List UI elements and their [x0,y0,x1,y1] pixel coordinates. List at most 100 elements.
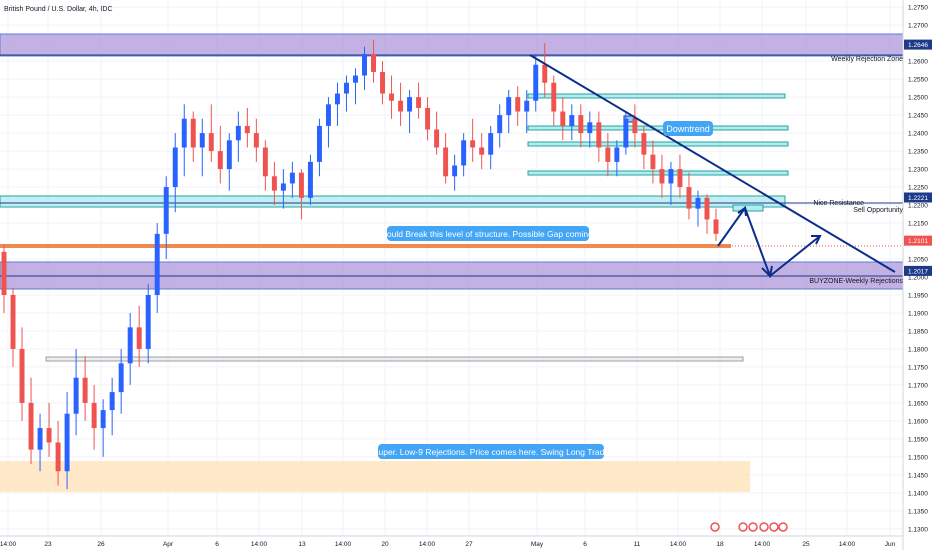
candle-body[interactable] [100,410,106,429]
candle-body[interactable] [235,125,241,141]
candle-body[interactable] [325,104,331,126]
candle-body[interactable] [497,115,503,134]
candle-body[interactable] [91,402,97,429]
candle-body[interactable] [506,97,512,116]
sell-opportunity-box[interactable] [732,204,764,212]
candle-body[interactable] [614,147,620,162]
price-tag[interactable] [904,39,932,50]
candle-body[interactable] [605,147,611,162]
candle-body[interactable] [686,187,692,209]
candle-body[interactable] [19,348,25,403]
candle-body[interactable] [398,100,404,112]
weekly-rejection-zone[interactable] [0,33,904,57]
candle-body[interactable] [37,428,43,450]
candle-body[interactable] [380,71,386,94]
event-icon[interactable] [759,522,769,532]
candle-body[interactable] [73,377,79,414]
candle-body[interactable] [244,125,250,134]
event-icon[interactable] [738,522,748,532]
price-tag[interactable] [904,235,932,246]
candle-body[interactable] [82,377,88,403]
candle-body[interactable] [28,402,34,450]
time-axis[interactable]: 14:00 23 26 Apr 6 14:00 13 14:00 20 14:00 27 May 6 11… [0,535,903,548]
candle-body[interactable] [479,147,485,155]
candle-body[interactable] [371,53,376,72]
grey-level[interactable] [45,356,744,362]
candle-body[interactable] [109,392,115,411]
downtrend-callout[interactable] [663,121,713,136]
candle-body[interactable] [713,219,719,234]
candle-body[interactable] [533,64,539,101]
candle-body[interactable] [316,125,322,162]
candle-body[interactable] [172,147,178,188]
candle-body[interactable] [623,118,629,148]
candle-body[interactable] [704,197,710,220]
candle-body[interactable] [208,133,214,152]
candle-body[interactable] [641,133,647,155]
candle-body[interactable] [298,172,304,198]
candle-body[interactable] [199,133,205,148]
candle-body[interactable] [668,169,674,184]
candle-body[interactable] [118,363,124,393]
candle-body[interactable] [353,75,358,83]
candle-body[interactable] [181,118,187,148]
candle-body[interactable] [226,140,232,170]
candle-body[interactable] [362,53,367,76]
candle-body[interactable] [344,82,349,94]
candle-body[interactable] [632,118,638,134]
candle-body[interactable] [145,294,151,349]
candle-body[interactable] [271,176,277,191]
candle-body[interactable] [10,294,16,349]
candle-body[interactable] [659,169,665,184]
candle-body[interactable] [461,140,467,166]
break-structure-callout[interactable] [387,226,589,241]
event-icon[interactable] [748,522,758,532]
candle-body[interactable] [569,115,575,126]
candle-body[interactable] [253,133,259,148]
minor-level-1[interactable] [527,93,786,99]
minor-level-4[interactable] [527,170,789,176]
candle-body[interactable] [389,93,395,101]
minor-level-3[interactable] [527,141,789,147]
candle-body[interactable] [452,165,458,177]
candle-body[interactable] [434,129,440,148]
candle-body[interactable] [307,161,313,198]
downtrend-line[interactable] [529,54,896,273]
minor-level-2[interactable] [527,125,789,131]
candle-body[interactable] [542,64,548,83]
candle-body[interactable] [55,442,61,472]
candle-body[interactable] [470,140,476,148]
candle-body[interactable] [262,147,268,177]
candle-body[interactable] [515,97,521,112]
candle-body[interactable] [695,197,701,209]
candle-body[interactable] [578,115,584,134]
candle-body[interactable] [416,97,422,108]
resistance-zone[interactable] [0,195,786,208]
price-tag[interactable] [904,192,932,203]
swing-long-zone[interactable] [0,461,750,492]
candle-body[interactable] [1,251,7,295]
candle-body[interactable] [190,118,196,148]
candle-body[interactable] [425,107,431,130]
candle-body[interactable] [650,154,656,170]
candle-body[interactable] [551,82,557,112]
low9-callout[interactable] [378,444,604,459]
candle-body[interactable] [587,122,593,134]
event-icon[interactable] [769,522,779,532]
candle-body[interactable] [560,111,566,126]
candle-body[interactable] [127,327,133,364]
candle-body[interactable] [407,97,413,112]
candle-body[interactable] [217,151,223,170]
candle-body[interactable] [334,93,340,105]
candle-body[interactable] [163,187,169,234]
candle-body[interactable] [154,233,160,295]
candle-body[interactable] [46,428,52,443]
candle-body[interactable] [677,169,683,188]
candle-body[interactable] [443,147,449,177]
candle-body[interactable] [280,183,286,191]
candle-body[interactable] [596,122,602,148]
price-axis[interactable]: 1.2750 1.2700 1.2600 1.2550 1.2500 1.2450 1.24… [902,0,932,550]
candle-body[interactable] [136,327,142,349]
candle-body[interactable] [524,100,530,112]
